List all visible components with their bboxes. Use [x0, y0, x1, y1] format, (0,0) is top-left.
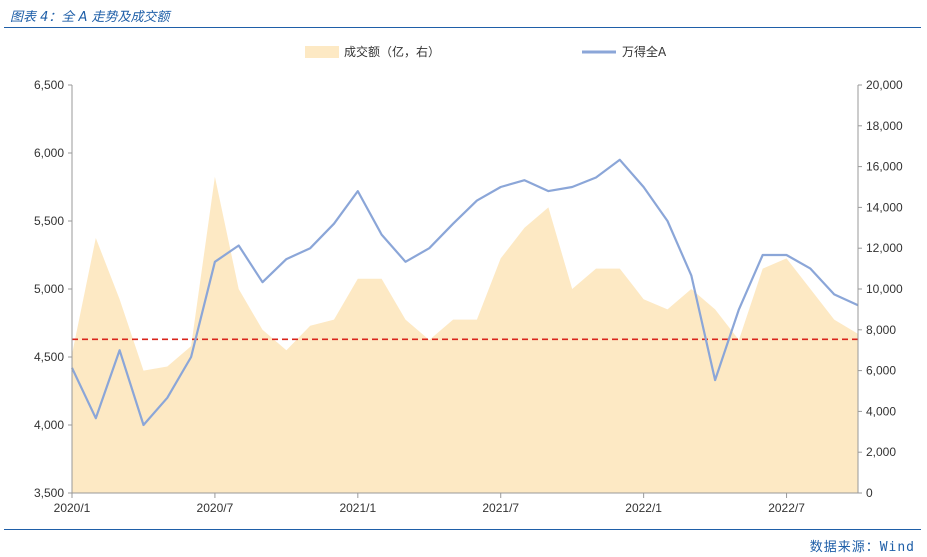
- y-right-tick-label: 20,000: [866, 78, 903, 92]
- header-divider: [4, 27, 921, 28]
- axes: 3,500 4,000 4,500 5,000 5,500 6,000 6,500 0 2,00…: [34, 78, 903, 515]
- legend-label-index: 万得全A: [622, 44, 667, 59]
- plot-area: [71, 158, 859, 494]
- y-right-tick-label: 4,000: [866, 404, 896, 418]
- y-right-tick-label: 16,000: [866, 160, 903, 174]
- source-note: 数据来源：Wind: [809, 540, 915, 555]
- y-right-tick-label: 6,000: [866, 364, 896, 378]
- x-tick-label: 2022/1: [625, 501, 662, 515]
- x-tick-label: 2021/7: [482, 501, 519, 515]
- y-left-tick-label: 3,500: [34, 486, 64, 500]
- x-tick-label: 2020/1: [54, 501, 91, 515]
- y-left-tick-label: 6,000: [34, 146, 64, 160]
- y-right-tick-label: 0: [866, 486, 873, 500]
- legend-swatch-volume: [305, 46, 339, 58]
- x-tick-label: 2022/7: [768, 501, 805, 515]
- index-line: [71, 158, 859, 427]
- y-right-tick-label: 12,000: [866, 241, 903, 255]
- footer-divider: [4, 529, 921, 530]
- legend: 成交额（亿，右） 万得全A: [305, 44, 667, 59]
- chart: 3,500 4,000 4,500 5,000 5,500 6,000 6,500 0 2,00…: [34, 44, 903, 515]
- y-left-tick-label: 6,500: [34, 78, 64, 92]
- x-tick-label: 2020/7: [197, 501, 234, 515]
- chart-title: 图表 4：全 A 走势及成交额: [10, 10, 170, 25]
- y-left-tick-label: 4,000: [34, 418, 64, 432]
- y-right-tick-label: 14,000: [866, 200, 903, 214]
- y-left-tick-label: 5,500: [34, 214, 64, 228]
- y-right-tick-label: 8,000: [866, 323, 896, 337]
- y-left-tick-label: 5,000: [34, 282, 64, 296]
- y-right-tick-label: 18,000: [866, 119, 903, 133]
- legend-label-volume: 成交额（亿，右）: [344, 44, 440, 59]
- y-right-tick-label: 2,000: [866, 445, 896, 459]
- volume-area: [72, 176, 858, 494]
- y-left-tick-label: 4,500: [34, 350, 64, 364]
- x-tick-label: 2021/1: [339, 501, 376, 515]
- y-right-tick-label: 10,000: [866, 282, 903, 296]
